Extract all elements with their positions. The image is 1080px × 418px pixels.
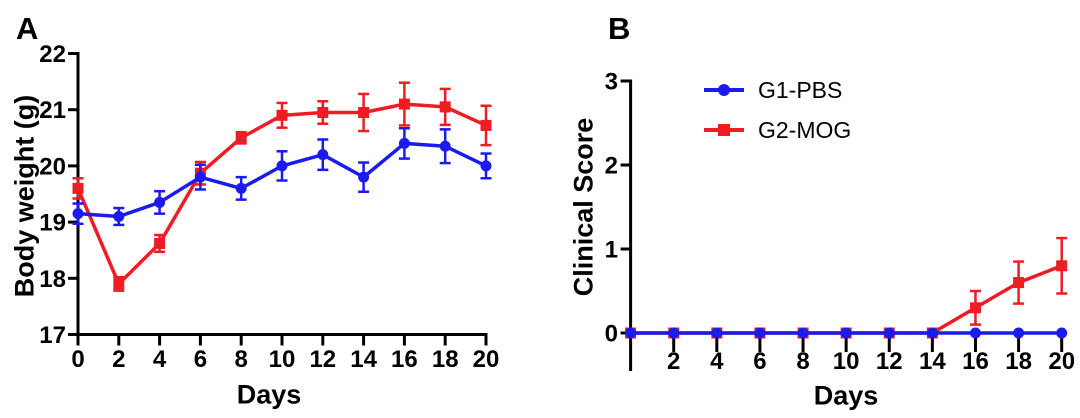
data-point xyxy=(154,196,166,208)
data-point xyxy=(797,327,809,339)
data-point xyxy=(72,182,84,194)
data-point xyxy=(398,98,410,110)
axes xyxy=(68,52,488,346)
panel-b-letter: B xyxy=(608,11,631,46)
y-tick-label: 0 xyxy=(605,321,618,348)
y-tick-label: 1 xyxy=(605,237,618,264)
y-tick-label: 3 xyxy=(605,69,618,96)
x-tick-label: 14 xyxy=(919,348,946,375)
panel-a-y-axis-title: Body weight (g) xyxy=(9,94,40,298)
data-point xyxy=(1013,327,1025,339)
y-tick-label: 19 xyxy=(39,210,66,237)
series-g2-mog xyxy=(72,81,492,292)
y-tick-label: 21 xyxy=(39,97,66,124)
x-tick-label: 8 xyxy=(235,346,248,373)
data-point xyxy=(668,327,680,339)
x-tick-label: 20 xyxy=(1048,348,1075,375)
data-point xyxy=(439,101,451,113)
data-point xyxy=(317,149,329,161)
data-point xyxy=(358,107,370,119)
series-g2-mog xyxy=(625,236,1068,339)
panel-b-x-axis-title: Days xyxy=(813,380,879,411)
data-point xyxy=(276,160,288,172)
data-point xyxy=(398,137,410,149)
g2-mog-legend-marker-icon xyxy=(704,124,744,136)
x-tick-label: 4 xyxy=(153,346,167,373)
data-point xyxy=(194,171,206,183)
data-point xyxy=(276,109,288,121)
x-tick-label: 20 xyxy=(473,346,500,373)
x-tick-label: 18 xyxy=(1005,348,1032,375)
series-line xyxy=(628,264,1064,335)
x-tick-label: 16 xyxy=(962,348,989,375)
data-point xyxy=(317,107,329,119)
x-tick-label: 6 xyxy=(194,346,207,373)
x-tick-label: 8 xyxy=(796,348,809,375)
data-point xyxy=(235,182,247,194)
x-tick-label: 10 xyxy=(269,346,296,373)
legend-label-g2-mog: G2-MOG xyxy=(758,116,852,143)
data-point xyxy=(969,327,981,339)
series-line xyxy=(76,102,488,286)
data-point xyxy=(1056,327,1068,339)
x-tick-label: 2 xyxy=(667,348,680,375)
data-point xyxy=(480,119,492,131)
data-point xyxy=(754,327,766,339)
panel-b-y-axis-title: Clinical Score xyxy=(568,117,599,297)
data-point xyxy=(1013,277,1025,289)
series-g1-pbs xyxy=(72,126,492,227)
x-tick-label: 16 xyxy=(391,346,418,373)
data-point xyxy=(969,302,981,314)
data-point xyxy=(154,237,166,249)
data-point xyxy=(235,132,247,144)
data-point xyxy=(625,327,637,339)
data-point xyxy=(883,327,895,339)
y-tick-label: 20 xyxy=(39,153,66,180)
panel-a-letter: A xyxy=(16,11,39,46)
legend: G1-PBS G2-MOG xyxy=(704,70,851,150)
data-point xyxy=(711,327,723,339)
y-tick-label: 18 xyxy=(39,266,66,293)
x-tick-label: 2 xyxy=(112,346,125,373)
x-tick-label: 12 xyxy=(309,346,336,373)
data-point xyxy=(358,171,370,183)
g1-pbs-legend-marker-icon xyxy=(704,84,744,96)
series-g1-pbs xyxy=(625,327,1068,339)
legend-label-g1-pbs: G1-PBS xyxy=(758,76,843,103)
data-point xyxy=(840,327,852,339)
legend-item-g1-pbs: G1-PBS xyxy=(704,70,851,110)
x-tick-label: 6 xyxy=(753,348,766,375)
y-tick-label: 17 xyxy=(39,322,66,349)
data-point xyxy=(1056,260,1068,272)
x-tick-label: 4 xyxy=(710,348,724,375)
data-point xyxy=(480,160,492,172)
panel-a-chart: 17 18 19 20 21 22 0 2 4 6 8 10 12 14 16 18 20 xyxy=(39,41,499,373)
data-point xyxy=(72,208,84,220)
x-tick-label: 12 xyxy=(876,348,903,375)
y-tick-label: 2 xyxy=(605,153,618,180)
data-point xyxy=(113,278,125,290)
x-tick-label: 10 xyxy=(833,348,860,375)
x-tick-label: 0 xyxy=(71,346,84,373)
data-point xyxy=(113,210,125,222)
legend-item-g2-mog: G2-MOG xyxy=(704,110,851,150)
x-tick-label: 14 xyxy=(350,346,377,373)
tick-labels: 17 18 19 20 21 22 0 2 4 6 8 10 12 14 16 18 20 xyxy=(39,41,499,373)
data-point xyxy=(926,327,938,339)
data-point xyxy=(439,140,451,152)
y-tick-label: 22 xyxy=(39,41,66,68)
x-tick-label: 18 xyxy=(432,346,459,373)
panel-a-x-axis-title: Days xyxy=(236,379,302,410)
